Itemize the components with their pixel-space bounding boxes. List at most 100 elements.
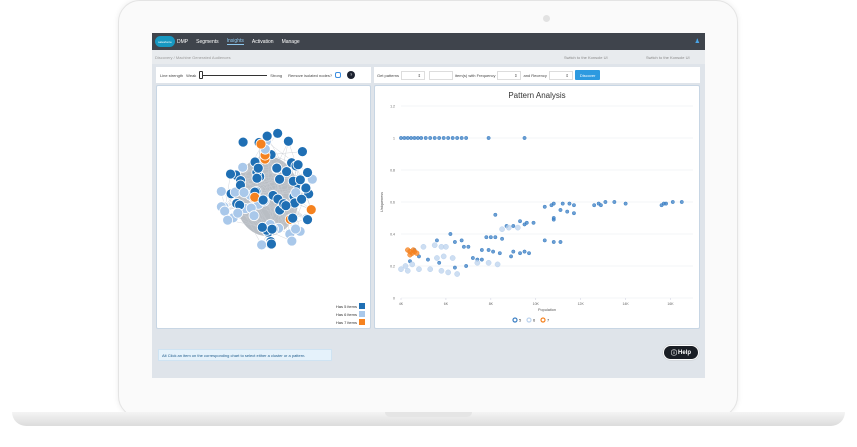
info-message: Alt Click an item on the corresponding c… xyxy=(158,349,332,361)
data-point-series-5 xyxy=(488,235,493,240)
data-point-series-5 xyxy=(428,136,433,140)
switch-konsole-link-2[interactable]: Switch to the Konsole UI xyxy=(646,55,690,60)
network-node xyxy=(286,235,298,247)
data-point-series-5 xyxy=(399,136,403,140)
pattern-analysis-chart[interactable]: Pattern Analysis 0 0.2 0.4 0.6 0.8 1 1.2 4K 6K 8K 1… xyxy=(375,86,699,328)
data-point-series-5 xyxy=(417,254,421,259)
data-point-series-5 xyxy=(664,201,668,206)
recency-select[interactable]: ⇕ xyxy=(548,70,573,80)
data-point-series-6 xyxy=(434,255,440,261)
network-node xyxy=(280,200,292,212)
data-point-series-5 xyxy=(603,200,608,204)
data-point-series-6 xyxy=(416,266,422,273)
salesforce-logo[interactable]: salesforce xyxy=(155,36,175,47)
legend-6-items: Has 6 items xyxy=(336,311,365,317)
remove-isolated-label: Remove isolated nodes? xyxy=(288,72,333,78)
data-point-series-5 xyxy=(572,203,576,208)
discover-button[interactable]: Discover xyxy=(574,70,601,80)
data-point-series-5 xyxy=(567,201,572,206)
data-point-series-5 xyxy=(592,203,597,208)
data-point-series-5 xyxy=(459,238,464,243)
network-node xyxy=(219,205,231,217)
network-node xyxy=(256,221,268,233)
data-point-series-5 xyxy=(423,136,428,140)
nav-dmp[interactable]: DMP xyxy=(177,38,189,45)
data-point-series-6 xyxy=(438,267,445,274)
data-point-series-5 xyxy=(670,200,675,204)
x-tick-label: 16K xyxy=(667,302,674,306)
x-tick-label: 8K xyxy=(489,302,494,306)
nav-insights[interactable]: Insights xyxy=(226,38,244,45)
data-point-series-7 xyxy=(410,247,417,253)
legend-swatch xyxy=(359,319,365,325)
network-node xyxy=(296,193,307,205)
x-tick-label: 10K xyxy=(533,302,540,306)
app-screen: salesforce DMP Segments Insights Activat… xyxy=(152,33,705,378)
data-point-series-5 xyxy=(461,244,466,249)
nav-activation[interactable]: Activation xyxy=(251,38,274,45)
network-node xyxy=(283,135,294,147)
data-point-series-6 xyxy=(431,242,438,249)
data-point-series-5 xyxy=(479,257,484,262)
laptop-notch xyxy=(385,412,472,417)
data-point-series-5 xyxy=(511,249,516,254)
data-point-series-5 xyxy=(560,201,565,206)
items-freq-label: item(s) with Frequency xyxy=(455,72,496,78)
y-tick-label: 0.2 xyxy=(390,265,395,269)
data-point-series-5 xyxy=(459,136,464,140)
x-tick-label: 12K xyxy=(578,302,585,306)
help-button[interactable]: ⓘ Help xyxy=(663,345,699,360)
data-point-series-5 xyxy=(493,212,498,217)
items-input[interactable] xyxy=(429,70,454,80)
legend-7-items: Has 7 items xyxy=(336,319,365,325)
data-point-series-7 xyxy=(414,250,420,256)
network-node xyxy=(272,127,284,139)
info-icon[interactable]: ? xyxy=(347,71,356,79)
network-graph[interactable] xyxy=(157,86,370,328)
data-point-series-6 xyxy=(443,243,449,250)
help-icon: ⓘ xyxy=(670,351,677,357)
data-point-series-5 xyxy=(558,240,563,244)
network-panel: Has 5 items Has 6 items Has 7 items xyxy=(156,85,371,329)
user-icon[interactable]: ♟ xyxy=(694,39,700,45)
patterns-select[interactable]: ⇕ xyxy=(401,70,426,80)
network-node xyxy=(281,166,293,178)
legend-swatch xyxy=(359,311,365,317)
data-point-series-6 xyxy=(505,224,512,231)
data-point-series-5 xyxy=(455,136,460,140)
legend-label-7: 7 xyxy=(547,318,550,323)
nav-segments[interactable]: Segments xyxy=(196,38,219,45)
data-point-series-5 xyxy=(415,136,420,140)
network-node xyxy=(248,210,260,222)
weak-label: Weak xyxy=(186,72,197,78)
network-node xyxy=(261,130,273,142)
legend-label: Has 7 items xyxy=(335,319,357,325)
data-point-series-5 xyxy=(452,240,457,244)
nav-manage[interactable]: Manage xyxy=(281,38,300,45)
network-node xyxy=(222,214,234,226)
data-point-series-5 xyxy=(432,136,437,140)
get-patterns-label: Get patterns xyxy=(377,72,400,78)
data-point-series-5 xyxy=(511,224,516,228)
slider-handle[interactable] xyxy=(199,71,204,79)
data-point-series-5 xyxy=(437,260,442,265)
data-point-series-5 xyxy=(419,136,424,140)
switch-konsole-link[interactable]: Switch to the Konsole UI xyxy=(564,55,608,60)
data-point-series-5 xyxy=(500,236,505,241)
breadcrumb-text[interactable]: Discovery / Machine Generated Audiences xyxy=(155,54,231,60)
y-axis-label: Uniqueness xyxy=(380,192,384,212)
data-point-series-5 xyxy=(464,264,469,268)
data-point-series-5 xyxy=(412,136,417,140)
x-tick-label: 6K xyxy=(444,302,449,306)
data-point-series-5 xyxy=(623,201,628,206)
data-point-series-6 xyxy=(427,266,434,273)
line-strength-slider[interactable] xyxy=(199,71,268,79)
data-point-series-5 xyxy=(493,235,498,240)
legend-5-items: Has 5 items xyxy=(336,303,365,309)
data-point-series-6 xyxy=(440,253,447,260)
remove-isolated-checkbox[interactable] xyxy=(335,72,342,78)
data-point-series-5 xyxy=(466,244,471,249)
frequency-select[interactable]: ⇕ xyxy=(497,70,522,80)
pattern-toolbar: Get patterns ⇕ item(s) with Frequency ⇕ … xyxy=(374,67,700,83)
network-toolbar: Line strength Weak Strong Remove isolate… xyxy=(156,67,371,83)
